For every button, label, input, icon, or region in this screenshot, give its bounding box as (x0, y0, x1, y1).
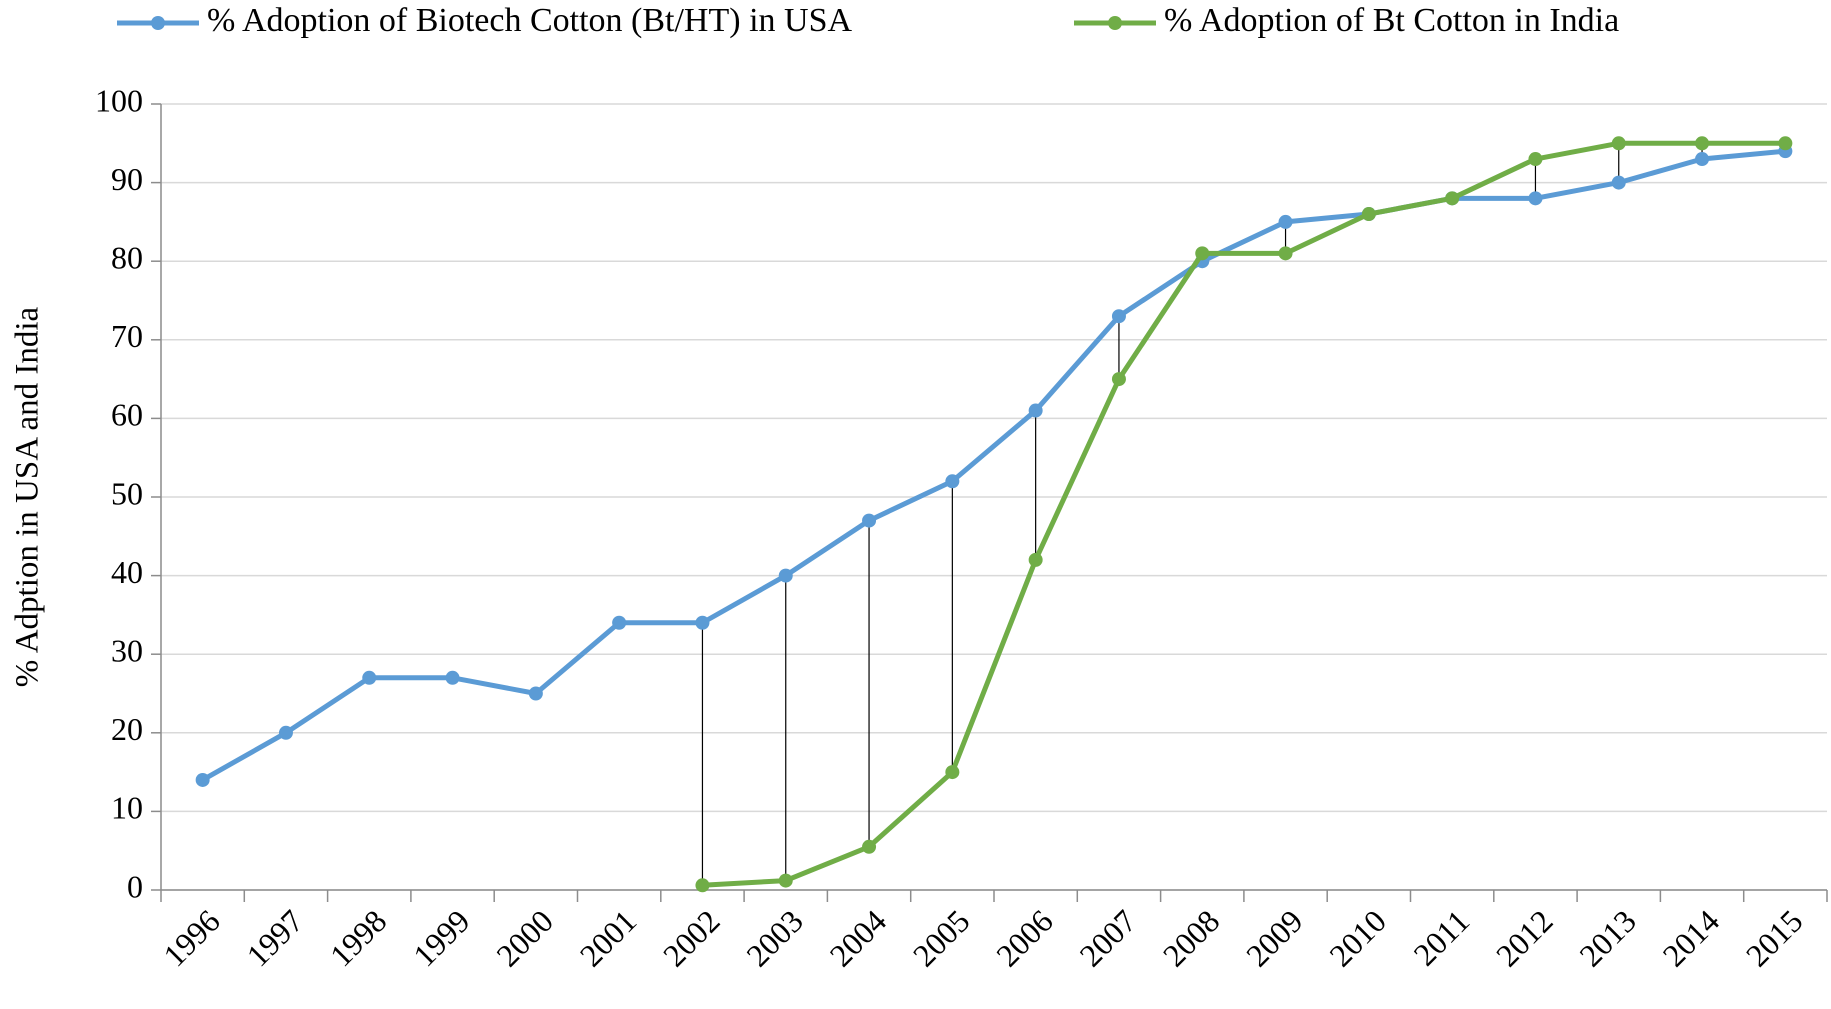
x-tick-label: 2014 (1655, 903, 1726, 974)
point-marker (1361, 207, 1376, 222)
point-marker (862, 513, 877, 528)
y-tick-label: 30 (111, 633, 143, 669)
x-tick-label: 2004 (822, 903, 893, 974)
point-marker (778, 568, 793, 583)
point-marker (1195, 246, 1210, 261)
point-marker (1695, 152, 1710, 167)
point-marker (778, 873, 793, 888)
x-tick-label: 2000 (489, 903, 560, 974)
y-tick-label: 20 (111, 711, 143, 747)
x-tick-label: 2015 (1739, 903, 1810, 974)
legend-label: % Adoption of Biotech Cotton (Bt/HT) in … (207, 2, 852, 39)
point-marker (1611, 136, 1626, 151)
series-line (702, 140, 1786, 888)
point-marker (695, 878, 710, 893)
series-line (201, 148, 1786, 783)
y-tick-label: 70 (111, 318, 143, 354)
x-tick-label: 1998 (323, 903, 394, 974)
point-marker (1611, 175, 1626, 190)
legend-marker (1108, 16, 1122, 30)
legend-marker (151, 16, 165, 30)
point-marker (362, 670, 377, 685)
point-marker (195, 772, 210, 787)
y-tick-label: 60 (111, 397, 143, 433)
x-tick-label: 2010 (1322, 903, 1393, 974)
x-tick-label: 1999 (406, 903, 477, 974)
legend-label: % Adoption of Bt Cotton in India (1164, 2, 1619, 39)
y-tick-label: 90 (111, 161, 143, 197)
point-marker (1028, 403, 1043, 418)
x-tick-label: 2012 (1489, 903, 1560, 974)
point-marker (1528, 152, 1543, 167)
x-tick-label: 2003 (739, 903, 810, 974)
point-marker (1028, 552, 1043, 567)
point-marker (1278, 246, 1293, 261)
x-tick-label: 2013 (1572, 903, 1643, 974)
x-tick-label: 2011 (1406, 903, 1476, 973)
point-marker (528, 686, 543, 701)
point-marker (1111, 309, 1126, 324)
point-marker (1278, 214, 1293, 229)
x-tick-label: 2002 (656, 903, 727, 974)
x-tick-label: 1996 (156, 903, 227, 974)
point-marker (1778, 136, 1793, 151)
x-tick-label: 2008 (1156, 903, 1227, 974)
point-marker (945, 474, 960, 489)
x-tick-label: 2007 (1072, 903, 1143, 974)
point-marker (695, 615, 710, 630)
y-tick-label: 100 (95, 82, 143, 118)
y-axis-title: % Adption in USA and India (10, 306, 46, 687)
point-marker (612, 615, 627, 630)
x-tick-label: 2005 (906, 903, 977, 974)
point-marker (445, 670, 460, 685)
y-tick-label: 80 (111, 240, 143, 276)
y-tick-label: 50 (111, 475, 143, 511)
y-tick-label: 0 (127, 868, 143, 904)
point-marker (1528, 191, 1543, 206)
point-marker (278, 725, 293, 740)
y-tick-label: 40 (111, 554, 143, 590)
y-tick-label: 10 (111, 790, 143, 826)
point-marker (1445, 191, 1460, 206)
point-marker (1695, 136, 1710, 151)
x-tick-label: 2006 (989, 903, 1060, 974)
point-marker (945, 765, 960, 780)
point-marker (862, 839, 877, 854)
x-tick-label: 2001 (573, 903, 644, 974)
x-tick-label: 1997 (239, 903, 310, 974)
x-tick-label: 2009 (1239, 903, 1310, 974)
point-marker (1111, 372, 1126, 387)
